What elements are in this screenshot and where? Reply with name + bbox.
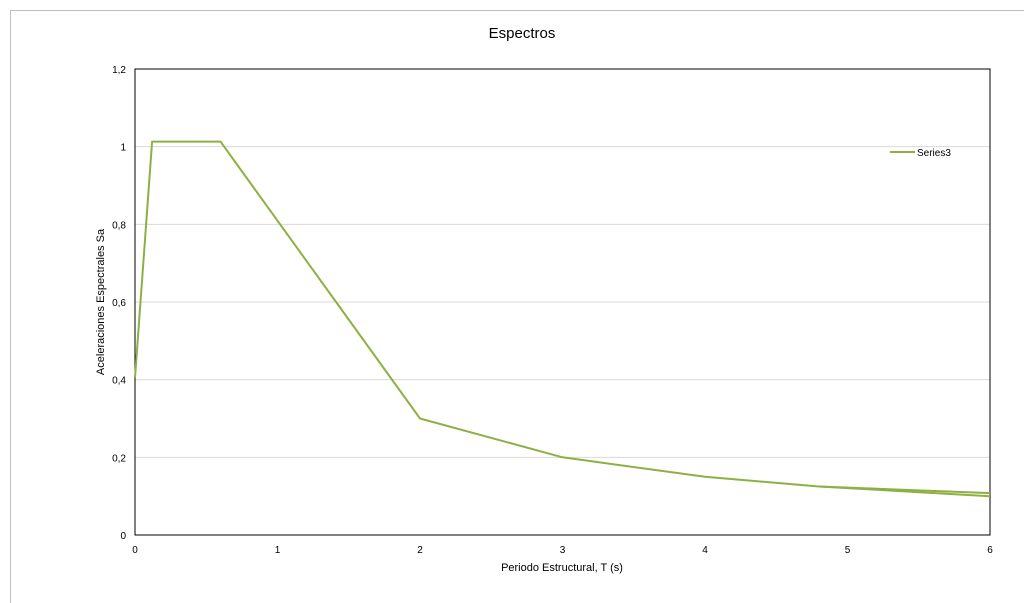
y-tick-label: 1 xyxy=(120,143,126,154)
x-tick-label: 1 xyxy=(275,545,281,556)
chart-frame xyxy=(10,10,1024,603)
x-tick-label: 3 xyxy=(560,545,566,556)
x-tick-label: 0 xyxy=(132,545,138,556)
chart-title: Espectros xyxy=(489,25,556,42)
x-axis-ticks: 0 1 2 3 4 5 6 xyxy=(132,545,993,556)
y-tick-label: 0,6 xyxy=(112,298,126,309)
x-tick-label: 2 xyxy=(417,545,423,556)
legend-label-series3: Series3 xyxy=(917,148,951,159)
x-tick-label: 4 xyxy=(702,545,708,556)
grid-lines xyxy=(135,146,990,458)
legend: Series3 xyxy=(890,148,951,159)
y-tick-label: 0 xyxy=(120,531,126,542)
series-line-series3 xyxy=(134,140,991,498)
series-lines xyxy=(134,140,991,498)
y-axis-title: Aceleraciones Espectrales Sa xyxy=(95,228,107,375)
series-line-2 xyxy=(818,485,991,495)
y-axis-ticks: 0 0,2 0,4 0,6 0,8 1 1,2 xyxy=(112,65,126,542)
x-axis-title: Periodo Estructural, T (s) xyxy=(501,562,623,574)
x-tick-label: 5 xyxy=(845,545,851,556)
y-tick-label: 1,2 xyxy=(112,65,126,76)
y-tick-label: 0,2 xyxy=(112,453,126,464)
x-tick-label: 6 xyxy=(987,545,993,556)
plot-area-border xyxy=(134,68,991,536)
y-tick-label: 0,8 xyxy=(112,220,126,231)
y-tick-label: 0,4 xyxy=(112,376,126,387)
